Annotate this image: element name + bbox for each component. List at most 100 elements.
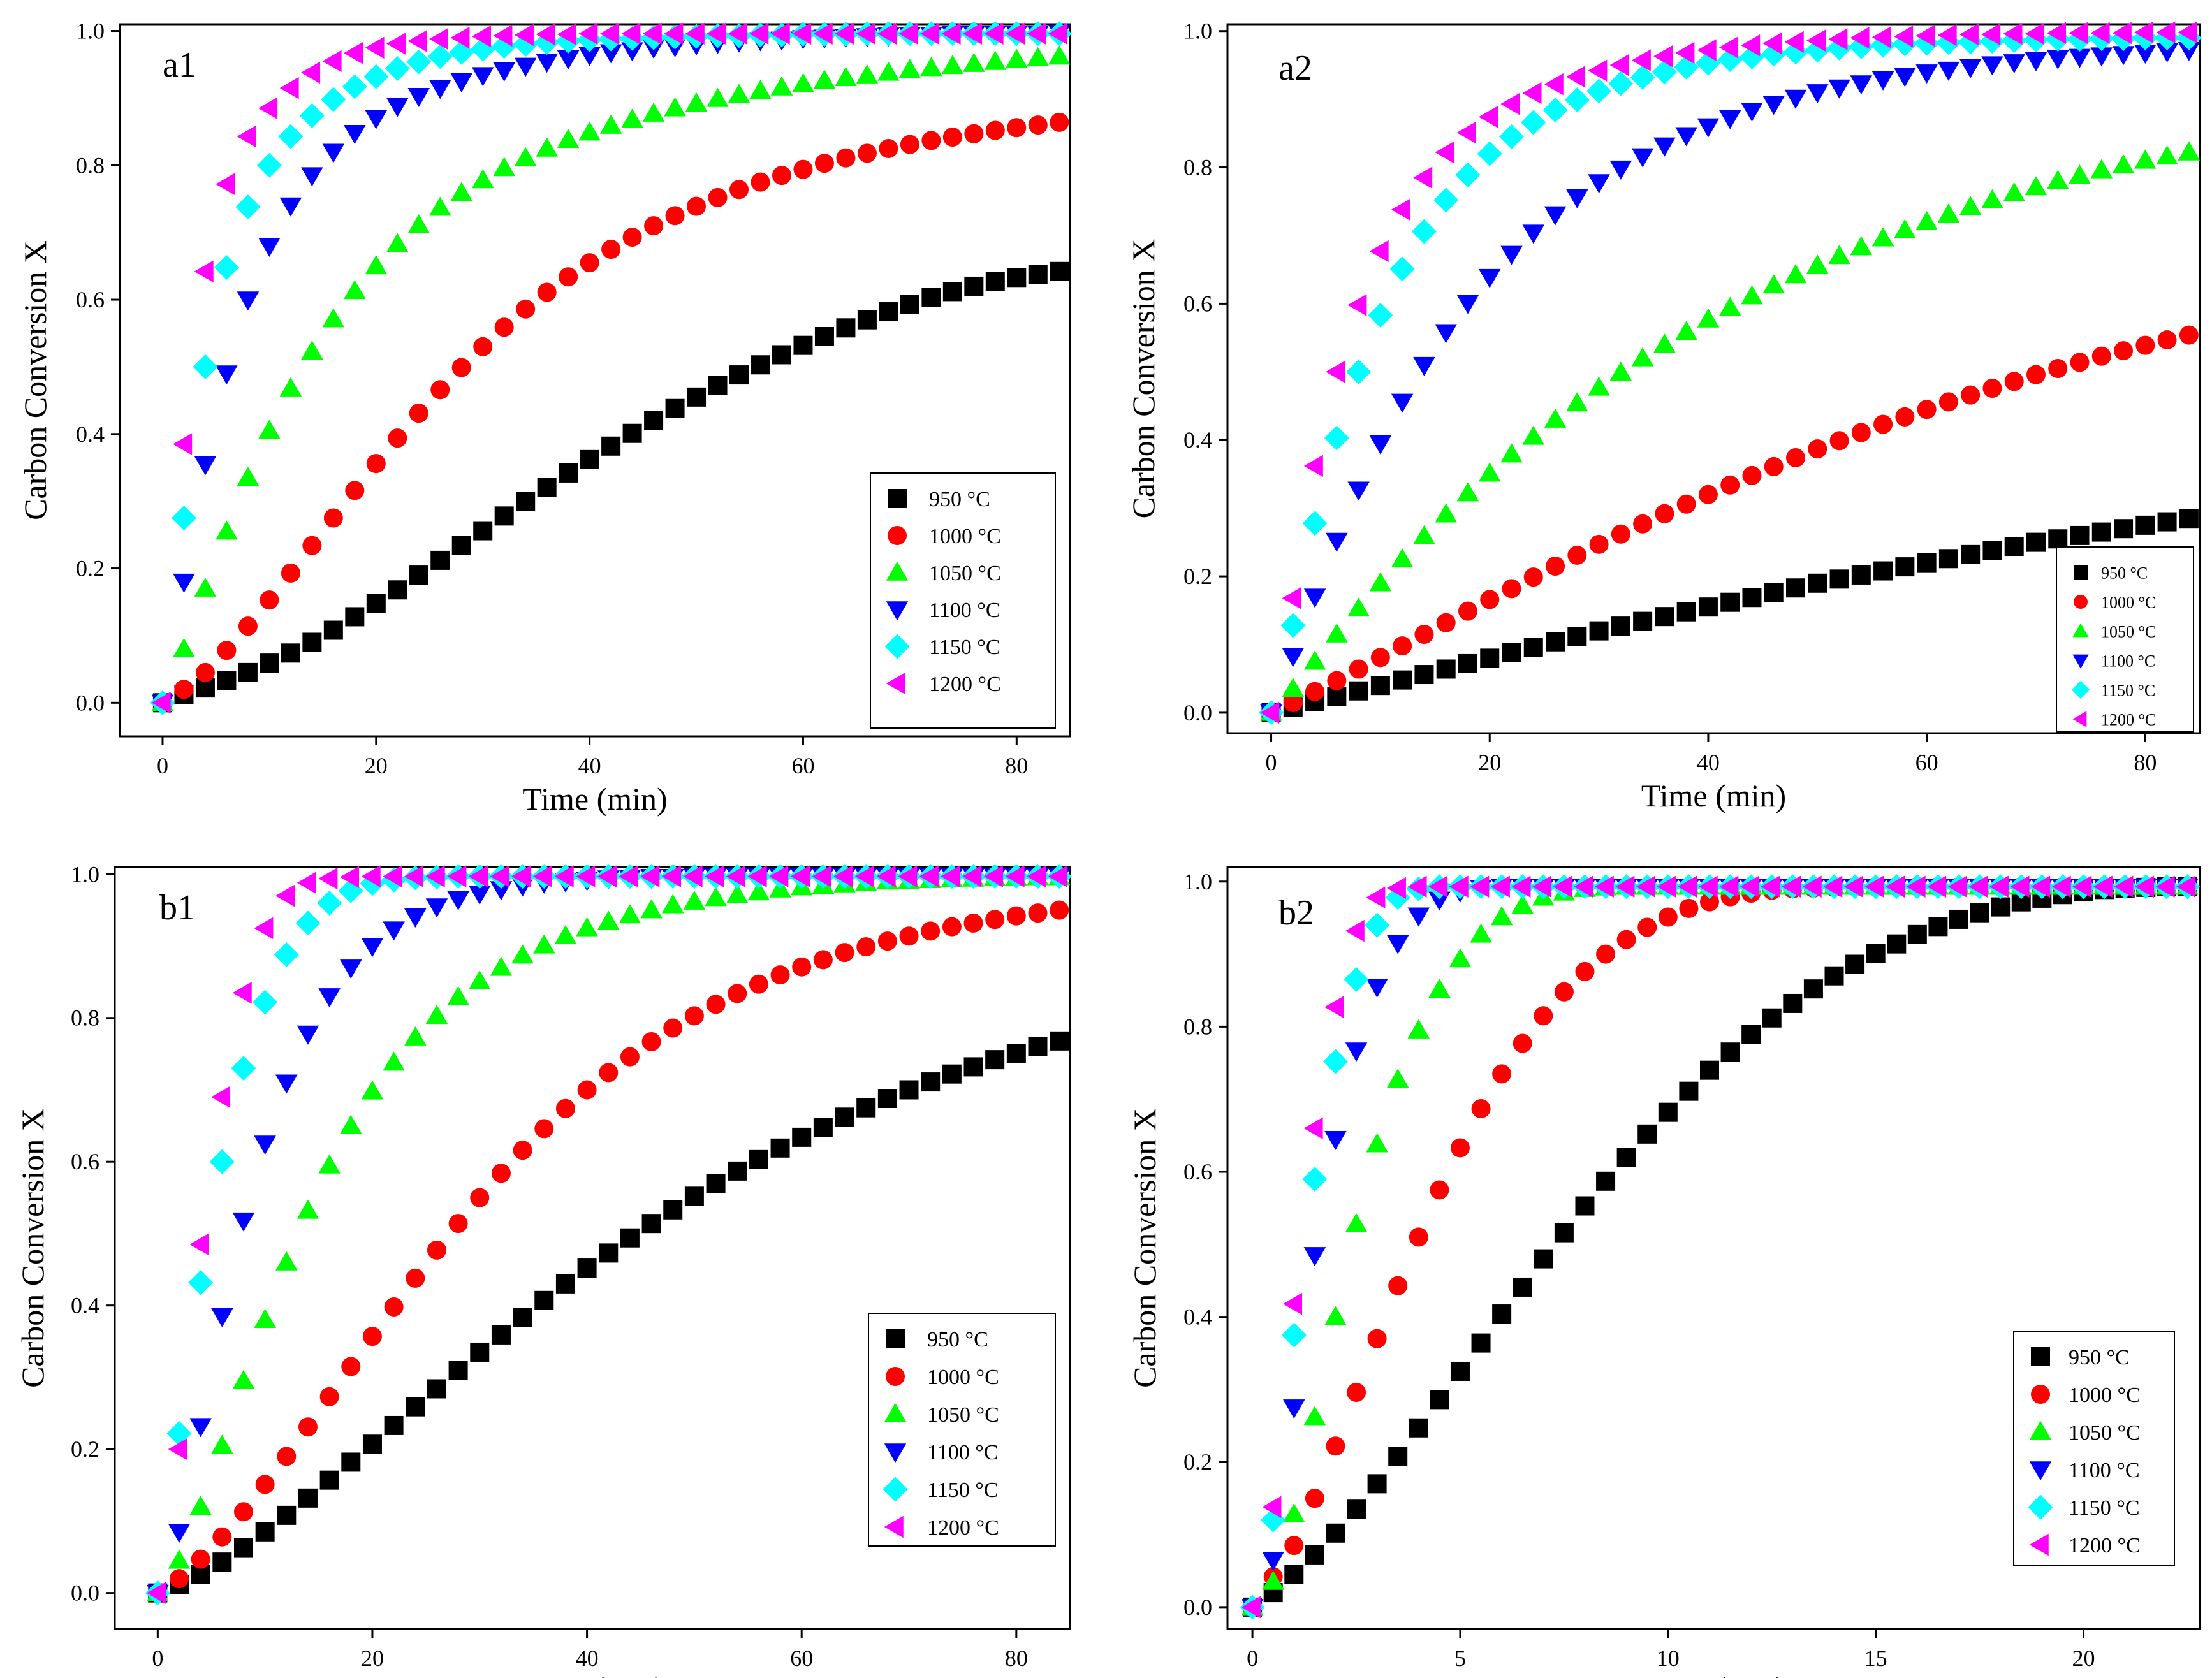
- legend-entry: 1000 °C: [2101, 593, 2156, 611]
- data-point: [1784, 264, 1807, 284]
- data-point: [319, 1387, 339, 1406]
- data-point: [340, 959, 362, 979]
- data-point: [1802, 875, 1822, 898]
- data-point: [255, 1475, 275, 1494]
- data-point: [214, 254, 239, 280]
- data-point: [705, 865, 724, 887]
- data-point: [964, 276, 984, 296]
- data-point: [1305, 1545, 1324, 1565]
- data-point: [1718, 110, 1741, 129]
- legend-marker: [2029, 1533, 2049, 1556]
- data-point: [2157, 512, 2177, 532]
- data-point: [1386, 935, 1409, 954]
- legend-entry: 1100 °C: [2069, 1459, 2140, 1482]
- data-point: [1589, 621, 1609, 641]
- data-point: [1718, 36, 1738, 59]
- data-point: [260, 653, 279, 673]
- data-point: [1490, 906, 1513, 926]
- data-point: [1546, 557, 1565, 576]
- data-point: [729, 180, 749, 200]
- data-point: [232, 1212, 255, 1232]
- legend-entry: 1150 °C: [2101, 681, 2155, 699]
- data-point: [1947, 875, 1967, 898]
- data-point: [1326, 1436, 1345, 1456]
- chart-panel-a1: 0 20 40 60 80 0.0 0.2 0.4 0.6 0.8 1.0 Time (min) Car…: [17, 18, 1072, 817]
- data-point: [597, 910, 620, 930]
- data-point: [813, 1118, 833, 1137]
- y-tick-label: 1.0: [1183, 18, 1212, 44]
- data-point: [258, 420, 281, 439]
- data-point: [211, 1086, 231, 1109]
- data-point: [490, 881, 513, 901]
- data-point: [2070, 525, 2090, 545]
- data-point: [1917, 400, 1937, 420]
- data-point: [1521, 110, 1546, 135]
- data-point: [665, 206, 685, 226]
- data-point: [1870, 33, 1896, 58]
- data-point: [1344, 967, 1369, 992]
- data-point: [1741, 103, 1763, 122]
- data-point: [1413, 525, 1435, 544]
- data-point: [898, 22, 918, 45]
- data-point: [2046, 170, 2069, 189]
- legend-entry: 1050 °C: [929, 562, 1001, 585]
- data-point: [323, 620, 343, 640]
- data-point: [921, 131, 941, 150]
- data-point: [1456, 482, 1479, 502]
- x-tick-label: 80: [2134, 750, 2157, 775]
- data-point: [281, 563, 300, 583]
- data-point: [1262, 1496, 1282, 1519]
- legend-entry: 1000 °C: [2069, 1383, 2141, 1407]
- data-point: [877, 61, 900, 81]
- legend-entry: 1000 °C: [929, 525, 1001, 548]
- data-point: [366, 454, 386, 474]
- legend: 950 °C 1000 °C 1050 °C 1100 °C 1150 °C 1200 °…: [2056, 546, 2194, 733]
- data-point: [1653, 137, 1676, 157]
- chart-panel-b1: 0 20 40 60 80 0.0 0.2 0.4 0.6 0.8 1.0 Time (min) Car…: [15, 861, 1072, 1678]
- data-point: [231, 1056, 256, 1081]
- data-point: [1616, 1148, 1636, 1167]
- data-point: [384, 1415, 404, 1435]
- data-point: [1679, 1081, 1699, 1101]
- data-point: [385, 56, 410, 82]
- legend-entry: 950 °C: [927, 1328, 988, 1352]
- data-point: [2112, 154, 2135, 174]
- data-point: [1522, 224, 1545, 244]
- data-point: [404, 865, 424, 887]
- data-point: [471, 67, 494, 87]
- legend: 950 °C 1000 °C 1050 °C 1100 °C 1150 °C 1200 °…: [2013, 1331, 2175, 1566]
- data-point: [1471, 1098, 1491, 1118]
- plot-frame: [1226, 866, 2201, 1630]
- data-point: [641, 1214, 661, 1234]
- series-1200C: [151, 22, 1068, 714]
- data-point: [427, 1240, 446, 1260]
- data-point: [189, 1418, 212, 1438]
- data-point: [1435, 141, 1454, 164]
- data-point: [1413, 356, 1435, 376]
- data-point: [984, 22, 1004, 45]
- data-point: [253, 989, 278, 1015]
- data-point: [427, 44, 453, 69]
- data-point: [469, 885, 491, 905]
- data-point: [194, 260, 214, 283]
- data-point: [1720, 475, 1740, 495]
- data-point: [2003, 182, 2025, 201]
- data-point: [1365, 912, 1390, 938]
- legend-entry: 1000 °C: [927, 1366, 999, 1389]
- legend-marker: [2074, 595, 2088, 609]
- y-tick-label: 1.0: [71, 861, 99, 887]
- x-tick-label: 60: [791, 753, 814, 778]
- data-point: [985, 272, 1005, 291]
- data-point: [471, 169, 494, 189]
- data-point: [2003, 54, 2025, 74]
- data-point: [404, 1026, 427, 1046]
- data-point: [1981, 56, 2003, 76]
- data-point: [1850, 236, 1873, 256]
- data-point: [365, 36, 385, 59]
- data-point: [514, 57, 537, 77]
- data-point: [1414, 624, 1434, 644]
- data-point: [793, 335, 813, 355]
- data-point: [621, 108, 643, 128]
- series-1200C: [1260, 21, 2197, 724]
- data-point: [168, 1438, 187, 1461]
